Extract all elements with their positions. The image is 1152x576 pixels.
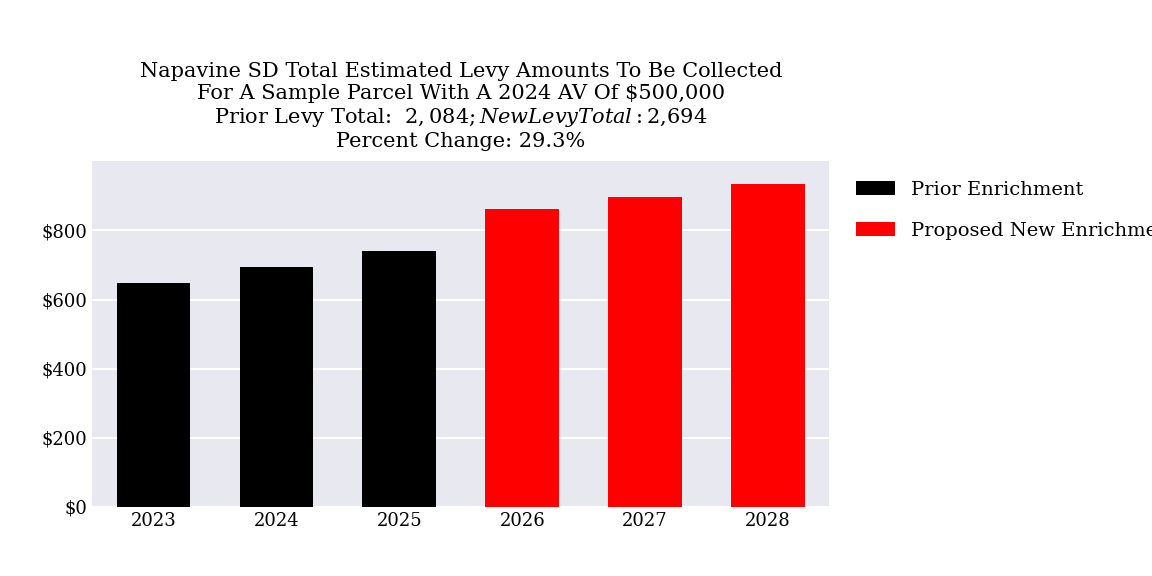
Title: Napavine SD Total Estimated Levy Amounts To Be Collected
For A Sample Parcel Wit: Napavine SD Total Estimated Levy Amounts… xyxy=(139,62,782,151)
Bar xyxy=(485,209,559,507)
Bar xyxy=(116,283,190,507)
Bar xyxy=(240,267,313,507)
Bar xyxy=(732,184,805,507)
Bar xyxy=(608,196,682,507)
Legend: Prior Enrichment, Proposed New Enrichment: Prior Enrichment, Proposed New Enrichmen… xyxy=(847,171,1152,250)
Bar xyxy=(363,251,437,507)
